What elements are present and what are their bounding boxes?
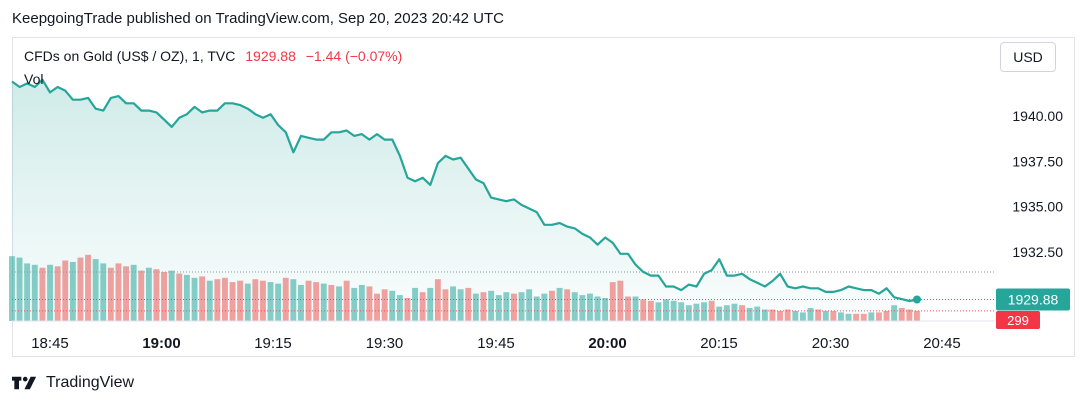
price-change: −1.44 (−0.07%) bbox=[305, 48, 403, 64]
footer-brand-text: TradingView bbox=[46, 374, 135, 391]
volume-bar bbox=[9, 256, 15, 321]
time-tick-label: 18:45 bbox=[31, 335, 69, 352]
time-tick-label: 19:30 bbox=[366, 335, 404, 352]
time-tick-label: 20:15 bbox=[700, 335, 738, 352]
time-tick-label: 19:15 bbox=[254, 335, 292, 352]
price-tick-label: 1937.50 bbox=[1012, 153, 1063, 169]
last-volume-badge: 299 bbox=[996, 311, 1040, 329]
price-line bbox=[11, 78, 918, 303]
time-tick-label: 20:45 bbox=[923, 335, 961, 352]
current-price: 1929.88 bbox=[245, 48, 296, 64]
time-tick-label: 20:00 bbox=[588, 335, 626, 352]
last-price-badge: 1929.88 bbox=[996, 288, 1070, 311]
publish-header: KeepgoingTrade published on TradingView.… bbox=[12, 10, 504, 27]
time-tick-label: 20:30 bbox=[812, 335, 850, 352]
price-tick-label: 1932.50 bbox=[1012, 244, 1063, 260]
time-axis: 18:45 19:00 19:15 19:30 19:45 20:00 20:15 20:30… bbox=[31, 335, 961, 352]
price-area-fill bbox=[12, 79, 917, 321]
currency-button[interactable]: USD bbox=[1000, 42, 1056, 72]
volume-legend: Vol bbox=[24, 71, 44, 87]
price-tick-label: 1935.00 bbox=[1012, 199, 1063, 215]
last-volume-label: 299 bbox=[1007, 313, 1029, 328]
time-tick-label: 19:45 bbox=[477, 335, 515, 352]
footer-brand: TradingView bbox=[12, 374, 134, 392]
time-tick-label: 19:00 bbox=[142, 335, 180, 352]
chart-legend: CFDs on Gold (US$ / OZ), 1, TVC 1929.88 … bbox=[24, 48, 402, 64]
last-price-marker bbox=[913, 295, 921, 304]
price-tick-label: 1940.00 bbox=[1012, 108, 1063, 124]
tradingview-logo-icon bbox=[12, 376, 37, 390]
symbol-description: CFDs on Gold (US$ / OZ), 1, TVC bbox=[24, 48, 236, 64]
price-axis: 1940.00 1937.50 1935.00 1932.50 bbox=[1012, 108, 1063, 260]
last-price-label: 1929.88 bbox=[1008, 292, 1059, 308]
